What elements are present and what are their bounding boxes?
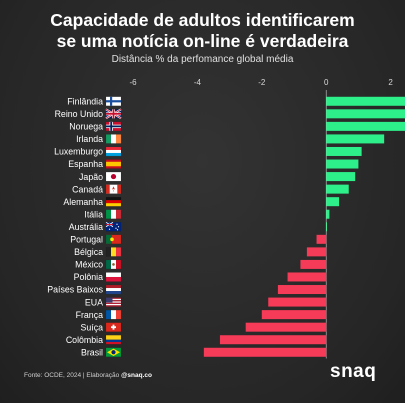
country-label: Itália [84, 209, 103, 219]
bar [277, 285, 327, 295]
usa-flag [105, 297, 122, 307]
japan-flag [105, 171, 122, 182]
country-label: Países Baixos [47, 285, 103, 295]
country-label: Bélgica [74, 247, 103, 257]
mexico-flag [105, 259, 122, 270]
bar [261, 310, 327, 320]
country-label: EUA [85, 297, 103, 307]
bar [203, 347, 327, 357]
finland-flag [105, 96, 122, 106]
brazil-flag [105, 347, 122, 357]
x-tick-label: 2 [388, 78, 393, 87]
country-label: Reino Unido [55, 109, 104, 119]
luxembourg-flag [105, 146, 122, 157]
netherlands-flag [105, 284, 122, 295]
bar [326, 197, 340, 207]
country-label: Noruega [69, 122, 103, 132]
bar [326, 121, 405, 131]
bar [268, 297, 327, 307]
footer-source-handle: @snaq.co [121, 372, 152, 379]
poland-flag [105, 272, 122, 282]
footer-source-prefix: Fonte: OCDE, 2024 | Elaboração [24, 372, 122, 379]
country-label: Suíça [81, 322, 104, 332]
switzerland-flag [105, 322, 122, 332]
country-label: Polônia [74, 272, 103, 282]
x-tick-label: -4 [194, 78, 202, 87]
bar [326, 172, 356, 182]
country-label: Japão [79, 172, 103, 182]
bar [326, 184, 349, 194]
italy-flag [105, 209, 122, 219]
colombia-flag [105, 335, 122, 345]
country-label: Colômbia [66, 335, 103, 345]
x-tick-label: -2 [258, 78, 266, 87]
brand-logo: snaq [330, 361, 377, 382]
country-label: França [76, 310, 103, 320]
country-label: México [75, 260, 103, 270]
belgium-flag [105, 247, 122, 257]
chart-title: Capacidade de adultos identificarem se u… [0, 10, 405, 52]
bar [300, 259, 327, 269]
country-label: Luxemburgo [54, 147, 103, 157]
country-label: Alemanha [63, 197, 103, 207]
footer-source: Fonte: OCDE, 2024 | Elaboração @snaq.co [24, 372, 152, 379]
portugal-flag [105, 234, 122, 244]
france-flag [105, 309, 122, 320]
bar [326, 109, 405, 119]
bar [326, 209, 330, 219]
bar [326, 146, 362, 156]
bar [326, 96, 405, 106]
chart-title-line-1: Capacidade de adultos identificarem [50, 10, 355, 30]
spain-flag [105, 159, 122, 169]
bar [316, 234, 327, 244]
australia-flag [105, 221, 122, 232]
bar [326, 222, 327, 232]
country-label: Canadá [72, 184, 103, 194]
country-label: Espanha [68, 159, 103, 169]
country-label: Austrália [69, 222, 103, 232]
x-tick-label: -6 [129, 78, 137, 87]
bar [326, 159, 359, 169]
norway-flag [105, 121, 122, 132]
bar [219, 335, 327, 345]
chart-title-line-2: se uma notícia on-line é verdadeira [56, 31, 349, 51]
germany-flag [105, 197, 122, 207]
x-tick-label: 0 [324, 78, 329, 87]
bar [326, 134, 385, 144]
chart-subtitle: Distância % da perfomance global média [111, 54, 294, 65]
country-label: Irlanda [76, 134, 103, 144]
canada-flag [105, 184, 122, 194]
country-label: Finlândia [67, 96, 103, 106]
country-label: Portugal [70, 235, 103, 245]
uk-flag [105, 108, 122, 120]
country-label: Brasil [81, 347, 103, 357]
bar [245, 322, 327, 332]
ireland-flag [105, 134, 122, 144]
bar [287, 272, 327, 282]
bar [306, 247, 327, 257]
